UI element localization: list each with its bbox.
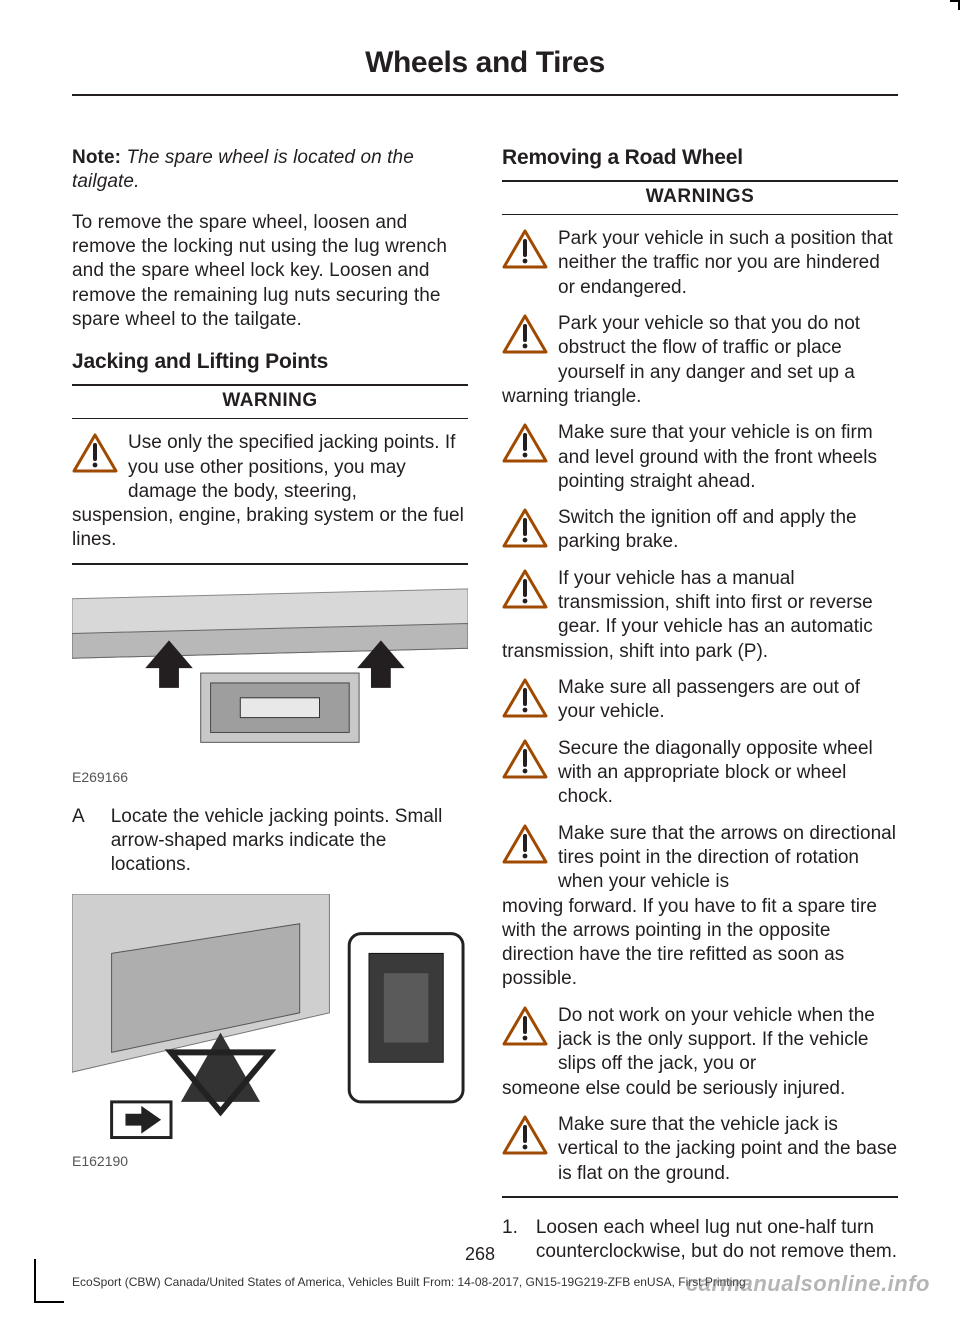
note-body: The spare wheel is located on the tailga… — [72, 147, 414, 192]
warning-triangle-icon — [502, 1006, 548, 1046]
warning-title: WARNING — [72, 384, 468, 419]
page: Wheels and Tires Note: The spare wheel i… — [0, 0, 960, 1337]
page-number: 268 — [0, 1244, 960, 1265]
warnings-box: WARNINGS Park your vehicle in such a pos… — [502, 180, 898, 1198]
warning-triangle-icon — [502, 314, 548, 354]
header-rule — [72, 94, 898, 96]
warning-item: Switch the ignition off and apply the pa… — [502, 506, 898, 555]
warning-triangle-icon — [502, 1115, 548, 1155]
warning-triangle-icon — [502, 678, 548, 718]
warning-text: Park your vehicle so that you do not obs… — [558, 312, 898, 385]
figure-ref: E269166 — [72, 769, 468, 785]
warning-text: Make sure that the vehicle jack is verti… — [558, 1113, 898, 1186]
warning-item: Make sure that the arrows on directional… — [502, 822, 898, 895]
subheading-removing: Removing a Road Wheel — [502, 146, 898, 170]
left-column: Note: The spare wheel is located on the … — [72, 146, 468, 1283]
lettered-item: A Locate the vehicle jacking points. Sma… — [72, 805, 468, 878]
figure-jack: E162190 — [72, 894, 468, 1169]
warning-runon: warning triangle. — [502, 385, 898, 409]
right-column: Removing a Road Wheel WARNINGS Park your… — [502, 146, 898, 1283]
warning-item: Park your vehicle so that you do not obs… — [502, 312, 898, 385]
warning-triangle-icon — [502, 229, 548, 269]
crop-mark — [34, 1259, 64, 1303]
page-title: Wheels and Tires — [72, 46, 898, 80]
warning-rule — [72, 563, 468, 565]
jacking-points-illustration — [72, 579, 468, 767]
warning-item: If your vehicle has a manual transmissio… — [502, 567, 898, 640]
jack-illustration — [72, 894, 468, 1151]
warning-text: Use only the specified jacking points. I… — [128, 431, 468, 504]
content-columns: Note: The spare wheel is located on the … — [72, 146, 898, 1283]
warning-text: Do not work on your vehicle when the jac… — [558, 1004, 898, 1077]
warning-triangle-icon — [72, 433, 118, 473]
warning-text: Switch the ignition off and apply the pa… — [558, 506, 898, 555]
warning-item: Park your vehicle in such a position tha… — [502, 227, 898, 300]
figure-ref: E162190 — [72, 1153, 468, 1169]
warning-runon: moving forward. If you have to fit a spa… — [502, 895, 898, 992]
warning-text: Make sure all passengers are out of your… — [558, 676, 898, 725]
warning-triangle-icon — [502, 824, 548, 864]
warning-triangle-icon — [502, 423, 548, 463]
intro-paragraph: To remove the spare wheel, loosen and re… — [72, 211, 468, 333]
warnings-list: Park your vehicle in such a position tha… — [502, 227, 898, 1186]
item-letter: A — [72, 805, 85, 878]
warning-box: WARNING Use only the specified jacking p… — [72, 384, 468, 565]
warning-triangle-icon — [502, 739, 548, 779]
warning-text: If your vehicle has a manual transmissio… — [558, 567, 898, 640]
warning-runon: suspension, engine, braking system or th… — [72, 504, 468, 553]
warning-item: Secure the diagonally opposite wheel wit… — [502, 737, 898, 810]
warning-item: Use only the specified jacking points. I… — [72, 431, 468, 504]
warning-text: Park your vehicle in such a position tha… — [558, 227, 898, 300]
warning-triangle-icon — [502, 508, 548, 548]
subheading-jacking: Jacking and Lifting Points — [72, 350, 468, 374]
warnings-title: WARNINGS — [502, 180, 898, 215]
watermark: carmanualsonline.info — [686, 1271, 930, 1297]
warning-text: Make sure that your vehicle is on firm a… — [558, 421, 898, 494]
note-label: Note: — [72, 147, 121, 168]
warning-runon: transmission, shift into park (P). — [502, 640, 898, 664]
warning-runon: someone else could be seriously injured. — [502, 1077, 898, 1101]
warning-item: Make sure that the vehicle jack is verti… — [502, 1113, 898, 1186]
warning-item: Do not work on your vehicle when the jac… — [502, 1004, 898, 1077]
warning-item: Make sure all passengers are out of your… — [502, 676, 898, 725]
warning-text: Make sure that the arrows on directional… — [558, 822, 898, 895]
figure-jacking-points: E269166 — [72, 579, 468, 785]
note-paragraph: Note: The spare wheel is located on the … — [72, 146, 468, 195]
warning-item: Make sure that your vehicle is on firm a… — [502, 421, 898, 494]
item-text: Locate the vehicle jacking points. Small… — [111, 805, 468, 878]
warning-rule — [502, 1196, 898, 1198]
footer-line: EcoSport (CBW) Canada/United States of A… — [72, 1275, 746, 1289]
warning-triangle-icon — [502, 569, 548, 609]
warning-text: Secure the diagonally opposite wheel wit… — [558, 737, 898, 810]
